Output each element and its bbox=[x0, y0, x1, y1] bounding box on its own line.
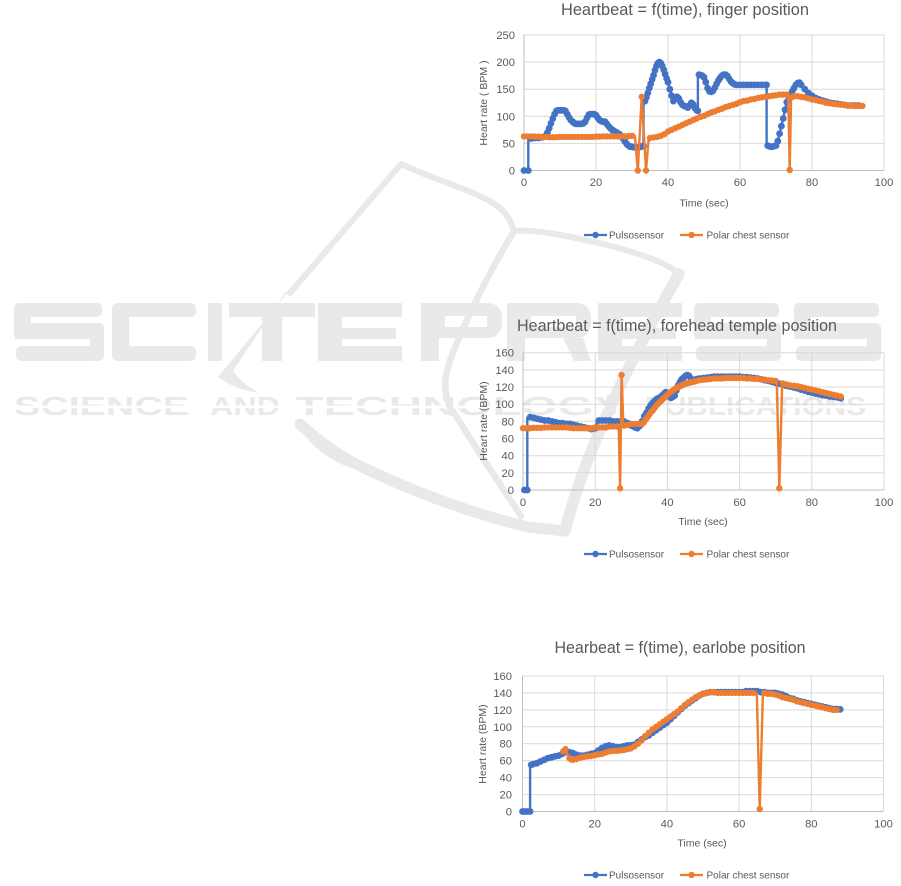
svg-text:Heart rate ( BPM ): Heart rate ( BPM ) bbox=[478, 60, 490, 145]
svg-text:100: 100 bbox=[875, 497, 894, 509]
svg-text:150: 150 bbox=[496, 84, 515, 96]
svg-text:80: 80 bbox=[500, 739, 512, 751]
svg-text:100: 100 bbox=[495, 399, 514, 411]
svg-text:60: 60 bbox=[502, 434, 514, 446]
svg-text:160: 160 bbox=[495, 348, 514, 360]
svg-text:0: 0 bbox=[506, 807, 512, 819]
svg-text:200: 200 bbox=[496, 57, 515, 69]
svg-text:Pulsosensor: Pulsosensor bbox=[609, 871, 665, 882]
svg-text:0: 0 bbox=[508, 485, 514, 497]
svg-text:80: 80 bbox=[502, 416, 514, 428]
svg-text:40: 40 bbox=[502, 451, 514, 463]
svg-text:Polar chest sensor: Polar chest sensor bbox=[707, 550, 790, 561]
svg-text:80: 80 bbox=[806, 497, 818, 509]
svg-text:Pulsosensor: Pulsosensor bbox=[609, 550, 665, 561]
svg-text:Pulsosensor: Pulsosensor bbox=[609, 231, 665, 242]
svg-text:Heartbeat = f(time), forehead: Heartbeat = f(time), forehead temple pos… bbox=[517, 317, 837, 335]
svg-text:100: 100 bbox=[496, 111, 515, 123]
svg-text:160: 160 bbox=[493, 671, 512, 683]
svg-text:Polar chest sensor: Polar chest sensor bbox=[707, 231, 790, 242]
svg-text:Heart rate (BPM): Heart rate (BPM) bbox=[477, 704, 489, 783]
svg-text:Time (sec): Time (sec) bbox=[677, 838, 726, 850]
svg-text:100: 100 bbox=[493, 722, 512, 734]
svg-text:Polar chest sensor: Polar chest sensor bbox=[707, 871, 790, 882]
svg-text:40: 40 bbox=[661, 819, 673, 831]
svg-text:60: 60 bbox=[733, 819, 745, 831]
svg-text:20: 20 bbox=[588, 819, 600, 831]
svg-text:0: 0 bbox=[521, 177, 527, 189]
svg-text:60: 60 bbox=[500, 756, 512, 768]
svg-text:Heart rate (BPM): Heart rate (BPM) bbox=[478, 381, 490, 460]
svg-text:50: 50 bbox=[503, 138, 515, 150]
svg-text:60: 60 bbox=[733, 497, 745, 509]
svg-text:100: 100 bbox=[875, 177, 894, 189]
svg-text:140: 140 bbox=[495, 365, 514, 377]
svg-text:Hearbeat = f(time), earlobe po: Hearbeat = f(time), earlobe position bbox=[555, 639, 806, 657]
svg-text:40: 40 bbox=[500, 773, 512, 785]
svg-text:120: 120 bbox=[493, 705, 512, 717]
svg-text:Time (sec): Time (sec) bbox=[679, 198, 728, 210]
svg-text:0: 0 bbox=[520, 497, 526, 509]
svg-text:80: 80 bbox=[806, 177, 818, 189]
svg-text:Heartbeat = f(time), finger po: Heartbeat = f(time), finger position bbox=[561, 1, 809, 19]
svg-text:40: 40 bbox=[662, 177, 674, 189]
svg-text:20: 20 bbox=[500, 790, 512, 802]
svg-text:0: 0 bbox=[509, 166, 515, 178]
svg-text:250: 250 bbox=[496, 30, 515, 42]
svg-text:60: 60 bbox=[734, 177, 746, 189]
svg-text:100: 100 bbox=[874, 819, 893, 831]
svg-text:140: 140 bbox=[493, 688, 512, 700]
svg-text:20: 20 bbox=[589, 497, 601, 509]
svg-text:120: 120 bbox=[495, 382, 514, 394]
svg-text:20: 20 bbox=[502, 468, 514, 480]
svg-text:20: 20 bbox=[590, 177, 602, 189]
svg-text:Time (sec): Time (sec) bbox=[678, 516, 727, 528]
svg-text:80: 80 bbox=[805, 819, 817, 831]
svg-text:0: 0 bbox=[519, 819, 525, 831]
svg-text:40: 40 bbox=[661, 497, 673, 509]
